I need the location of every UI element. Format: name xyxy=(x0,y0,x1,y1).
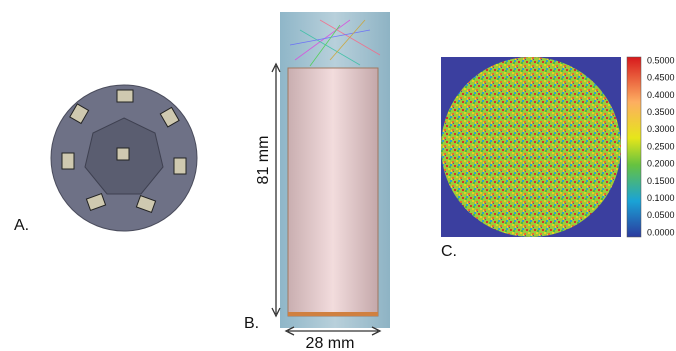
colorbar-label: 0.4000 xyxy=(647,90,675,100)
colorbar-label: 0.0000 xyxy=(647,227,675,237)
cylinder xyxy=(288,68,378,316)
colorbar-label: 0.1000 xyxy=(647,193,675,203)
photodetector xyxy=(288,312,378,316)
panel-b: 81 mm 28 mm B. xyxy=(244,12,390,351)
panel-a: A. xyxy=(14,85,197,234)
panel-label: A. xyxy=(14,217,29,234)
height-label: 81 mm xyxy=(255,136,272,185)
light-distribution xyxy=(441,57,621,237)
colorbar-label: 0.4500 xyxy=(647,73,675,83)
colorbar-label: 0.1500 xyxy=(647,176,675,186)
colorbar-label: 0.3000 xyxy=(647,124,675,134)
colorbar-label: 0.5000 xyxy=(647,55,675,65)
panel-c: C. 0.5000 0.4500 0.4000 0.3500 0.3000 0.2500 0… xyxy=(441,55,675,260)
panel-label: C. xyxy=(441,243,457,260)
colorbar-label: 0.0500 xyxy=(647,210,675,220)
colorbar-label: 0.2000 xyxy=(647,159,675,169)
width-label: 28 mm xyxy=(306,335,355,351)
panel-label: B. xyxy=(244,315,259,332)
colorbar-label: 0.3500 xyxy=(647,107,675,117)
figure: A. 81 mm 28 mm B. C. 0.5000 0.4500 0.4000 0… xyxy=(0,0,676,351)
colorbar xyxy=(627,57,641,237)
colorbar-label: 0.2500 xyxy=(647,141,675,151)
